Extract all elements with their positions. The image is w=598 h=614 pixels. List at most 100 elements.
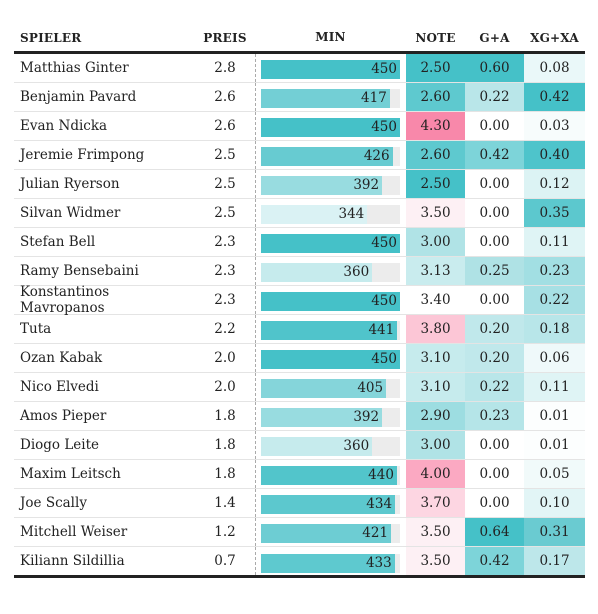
minutes-bar-fill	[261, 292, 400, 311]
xgxa-cell: 0.11	[524, 228, 585, 256]
header-xgxa[interactable]: XG+XA	[530, 30, 579, 45]
minutes-bar-fill	[261, 263, 373, 282]
table-row: Ramy Bensebaini 2.3 360 3.13 0.25 0.23	[14, 257, 585, 286]
table-row: Kiliann Sildillia 0.7 433 3.50 0.42 0.17	[14, 547, 585, 578]
ga-cell: 0.22	[465, 83, 524, 111]
player-name: Ramy Bensebaini	[20, 263, 139, 279]
minutes-value: 440	[368, 467, 394, 483]
header-min[interactable]: MIN	[315, 30, 346, 44]
minutes-bar-track: 450	[261, 118, 400, 137]
xgxa-cell: 0.18	[524, 315, 585, 343]
table-row: Ozan Kabak 2.0 450 3.10 0.20 0.06	[14, 344, 585, 373]
minutes-value: 392	[353, 409, 380, 425]
ga-cell: 0.22	[465, 373, 524, 401]
minutes-value: 450	[371, 293, 397, 309]
minutes-bar-track: 440	[261, 466, 400, 485]
xgxa-cell: 0.22	[524, 286, 585, 314]
player-price: 1.2	[214, 524, 236, 540]
header-spieler[interactable]: SPIELER	[20, 30, 82, 45]
minutes-bar-fill	[261, 350, 400, 369]
player-name: Jeremie Frimpong	[20, 147, 145, 163]
minutes-bar-track: 433	[261, 554, 400, 573]
minutes-cell: 417	[255, 83, 406, 111]
minutes-value: 450	[371, 119, 397, 135]
player-name: Tuta	[20, 321, 52, 337]
minutes-bar-fill	[261, 466, 397, 485]
ga-cell: 0.20	[465, 344, 524, 372]
note-cell: 3.50	[406, 199, 465, 227]
minutes-bar-track: 450	[261, 234, 400, 253]
note-cell: 3.50	[406, 547, 465, 575]
ga-cell: 0.00	[465, 199, 524, 227]
player-name: Benjamin Pavard	[20, 89, 137, 105]
minutes-bar-fill	[261, 379, 387, 398]
xgxa-cell: 0.01	[524, 431, 585, 459]
xgxa-cell: 0.12	[524, 170, 585, 198]
xgxa-cell: 0.40	[524, 141, 585, 169]
table-row: Jeremie Frimpong 2.5 426 2.60 0.42 0.40	[14, 141, 585, 170]
player-name: Nico Elvedi	[20, 379, 99, 395]
ga-cell: 0.25	[465, 257, 524, 285]
minutes-cell: 433	[255, 547, 406, 575]
minutes-bar-track: 344	[261, 205, 400, 224]
note-cell: 3.70	[406, 489, 465, 517]
minutes-bar-fill	[261, 176, 383, 195]
note-cell: 2.90	[406, 402, 465, 430]
minutes-bar-track: 417	[261, 89, 400, 108]
table-row: Julian Ryerson 2.5 392 2.50 0.00 0.12	[14, 170, 585, 199]
xgxa-cell: 0.17	[524, 547, 585, 575]
note-cell: 4.30	[406, 112, 465, 140]
player-price: 1.8	[214, 437, 236, 453]
table-row: Benjamin Pavard 2.6 417 2.60 0.22 0.42	[14, 83, 585, 112]
player-price: 2.6	[214, 118, 236, 134]
header-note[interactable]: NOTE	[415, 30, 456, 45]
minutes-bar-track: 434	[261, 495, 400, 514]
minutes-bar-fill	[261, 205, 368, 224]
header-ga[interactable]: G+A	[479, 30, 510, 45]
note-cell: 2.60	[406, 141, 465, 169]
minutes-cell: 392	[255, 170, 406, 198]
minutes-value: 405	[357, 380, 384, 396]
ga-cell: 0.00	[465, 431, 524, 459]
minutes-cell: 426	[255, 141, 406, 169]
player-name: Ozan Kabak	[20, 350, 103, 366]
minutes-value: 441	[368, 322, 395, 338]
minutes-cell: 360	[255, 431, 406, 459]
table-row: Joe Scally 1.4 434 3.70 0.00 0.10	[14, 489, 585, 518]
minutes-bar-track: 405	[261, 379, 400, 398]
xgxa-cell: 0.10	[524, 489, 585, 517]
player-name: Amos Pieper	[20, 408, 107, 424]
player-stats-table: SPIELER PREIS MIN NOTE G+A XG+XA Matthia…	[14, 24, 585, 578]
xgxa-cell: 0.42	[524, 83, 585, 111]
note-cell: 4.00	[406, 460, 465, 488]
minutes-bar-fill	[261, 118, 400, 137]
table-row: Amos Pieper 1.8 392 2.90 0.23 0.01	[14, 402, 585, 431]
xgxa-cell: 0.05	[524, 460, 585, 488]
player-name: Konstantinos Mavropanos	[20, 284, 110, 316]
ga-cell: 0.42	[465, 547, 524, 575]
minutes-cell: 392	[255, 402, 406, 430]
player-name: Joe Scally	[20, 495, 87, 511]
minutes-value: 360	[343, 264, 370, 280]
minutes-cell: 441	[255, 315, 406, 343]
minutes-bar-fill	[261, 89, 390, 108]
minutes-bar-track: 450	[261, 60, 400, 79]
ga-cell: 0.42	[465, 141, 524, 169]
xgxa-cell: 0.11	[524, 373, 585, 401]
note-cell: 3.00	[406, 431, 465, 459]
xgxa-cell: 0.23	[524, 257, 585, 285]
ga-cell: 0.23	[465, 402, 524, 430]
ga-cell: 0.00	[465, 228, 524, 256]
ga-cell: 0.00	[465, 460, 524, 488]
player-name: Silvan Widmer	[20, 205, 121, 221]
header-preis[interactable]: PREIS	[203, 30, 247, 45]
player-price: 2.3	[214, 263, 236, 279]
note-cell: 2.60	[406, 83, 465, 111]
minutes-bar-track: 426	[261, 147, 400, 166]
ga-cell: 0.00	[465, 489, 524, 517]
note-cell: 3.80	[406, 315, 465, 343]
note-cell: 2.50	[406, 54, 465, 82]
player-price: 0.7	[214, 553, 236, 569]
player-name: Maxim Leitsch	[20, 466, 121, 482]
minutes-bar-track: 421	[261, 524, 400, 543]
